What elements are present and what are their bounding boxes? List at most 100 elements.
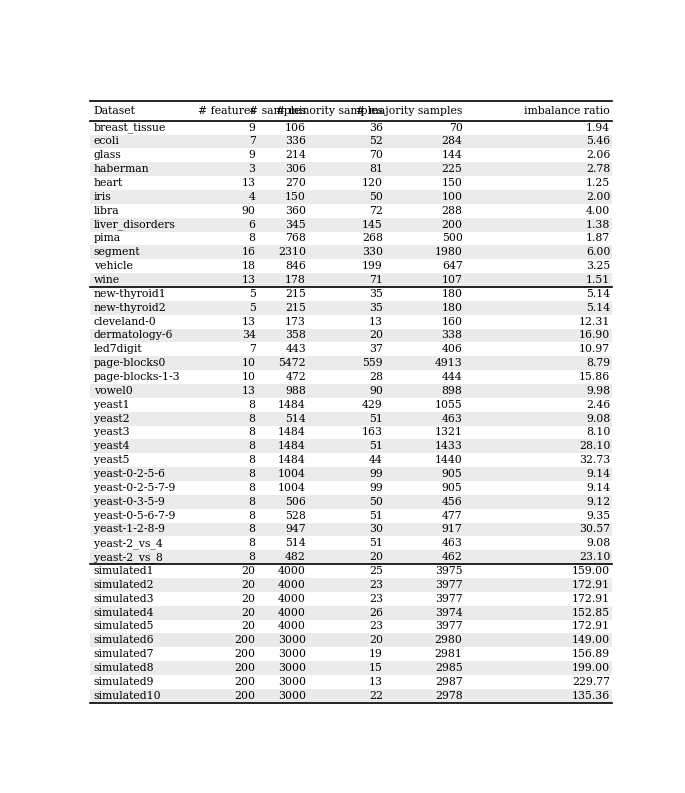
Text: 10.97: 10.97 <box>579 344 610 354</box>
Text: simulated1: simulated1 <box>94 566 154 576</box>
Text: 152.85: 152.85 <box>572 607 610 618</box>
Text: 51: 51 <box>369 511 383 521</box>
Text: 2.78: 2.78 <box>586 164 610 174</box>
Bar <box>90 412 612 426</box>
Text: simulated8: simulated8 <box>94 663 154 673</box>
Text: ecoli: ecoli <box>94 136 119 147</box>
Text: 12.31: 12.31 <box>579 316 610 327</box>
Text: 26: 26 <box>369 607 383 618</box>
Text: 2.06: 2.06 <box>586 151 610 160</box>
Text: 1004: 1004 <box>278 483 306 493</box>
Text: 6: 6 <box>249 220 256 230</box>
Text: 1433: 1433 <box>435 442 462 451</box>
Text: heart: heart <box>94 178 123 188</box>
Text: 8: 8 <box>249 233 256 243</box>
Bar <box>90 301 612 315</box>
Text: 8: 8 <box>249 496 256 507</box>
Text: 463: 463 <box>442 414 462 423</box>
Text: 20: 20 <box>369 635 383 646</box>
Text: simulated2: simulated2 <box>94 580 154 590</box>
Bar <box>90 148 612 163</box>
Text: 51: 51 <box>369 442 383 451</box>
Text: 506: 506 <box>285 496 306 507</box>
Bar <box>90 564 612 578</box>
Text: 472: 472 <box>285 372 306 382</box>
Text: 8: 8 <box>249 469 256 479</box>
Bar <box>90 121 612 135</box>
Text: 3977: 3977 <box>435 594 462 603</box>
Text: 2.00: 2.00 <box>586 192 610 202</box>
Text: 2978: 2978 <box>435 691 462 701</box>
Text: 9.08: 9.08 <box>586 538 610 548</box>
Text: 8: 8 <box>249 511 256 521</box>
Text: 4000: 4000 <box>278 566 306 576</box>
Text: 528: 528 <box>285 511 306 521</box>
Text: 4000: 4000 <box>278 594 306 603</box>
Text: simulated3: simulated3 <box>94 594 154 603</box>
Text: 8.79: 8.79 <box>586 358 610 368</box>
Text: simulated4: simulated4 <box>94 607 154 618</box>
Text: 360: 360 <box>285 205 306 216</box>
Text: 4000: 4000 <box>278 607 306 618</box>
Text: 215: 215 <box>285 303 306 312</box>
Text: 1484: 1484 <box>278 455 306 465</box>
Text: # minority samples: # minority samples <box>276 106 383 116</box>
Text: 3974: 3974 <box>435 607 462 618</box>
Text: 1.51: 1.51 <box>586 275 610 285</box>
Text: 173: 173 <box>285 316 306 327</box>
Text: 1440: 1440 <box>435 455 462 465</box>
Bar <box>90 190 612 204</box>
Text: 8: 8 <box>249 538 256 548</box>
Text: 15.86: 15.86 <box>579 372 610 382</box>
Text: 99: 99 <box>369 469 383 479</box>
Bar <box>90 606 612 619</box>
Text: 500: 500 <box>442 233 462 243</box>
Bar <box>90 315 612 328</box>
Text: 20: 20 <box>369 331 383 340</box>
Text: yeast3: yeast3 <box>94 427 129 438</box>
Text: yeast-0-3-5-9: yeast-0-3-5-9 <box>94 496 164 507</box>
Text: 200: 200 <box>234 663 256 673</box>
Text: 156.89: 156.89 <box>572 649 610 659</box>
Text: cleveland-0: cleveland-0 <box>94 316 156 327</box>
Text: 1980: 1980 <box>435 247 462 257</box>
Text: 13: 13 <box>242 386 256 396</box>
Text: 477: 477 <box>442 511 462 521</box>
Text: 9.12: 9.12 <box>586 496 610 507</box>
Text: 8: 8 <box>249 427 256 438</box>
Text: 52: 52 <box>369 136 383 147</box>
Text: 145: 145 <box>362 220 383 230</box>
Text: 7: 7 <box>249 136 256 147</box>
Text: vowel0: vowel0 <box>94 386 132 396</box>
Text: 443: 443 <box>285 344 306 354</box>
Text: 81: 81 <box>369 164 383 174</box>
Text: yeast2: yeast2 <box>94 414 129 423</box>
Text: segment: segment <box>94 247 140 257</box>
Bar <box>90 439 612 454</box>
Text: 37: 37 <box>369 344 383 354</box>
Bar <box>90 675 612 689</box>
Text: 3977: 3977 <box>435 580 462 590</box>
Text: 18: 18 <box>242 261 256 271</box>
Bar <box>90 467 612 481</box>
Text: 150: 150 <box>442 178 462 188</box>
Text: 20: 20 <box>242 622 256 631</box>
Text: led7digit: led7digit <box>94 344 142 354</box>
Text: 988: 988 <box>285 386 306 396</box>
Text: 30: 30 <box>369 524 383 534</box>
Text: 35: 35 <box>369 289 383 299</box>
Text: 215: 215 <box>285 289 306 299</box>
Text: 463: 463 <box>442 538 462 548</box>
Text: 5472: 5472 <box>278 358 306 368</box>
Text: 2310: 2310 <box>278 247 306 257</box>
Text: yeast1: yeast1 <box>94 400 129 410</box>
Text: # features: # features <box>198 106 256 116</box>
Text: page-blocks-1-3: page-blocks-1-3 <box>94 372 180 382</box>
Text: 229.77: 229.77 <box>572 677 610 687</box>
Text: 72: 72 <box>369 205 383 216</box>
Text: 4.00: 4.00 <box>586 205 610 216</box>
Text: yeast-2_vs_8: yeast-2_vs_8 <box>94 552 162 562</box>
Text: 20: 20 <box>369 552 383 562</box>
Bar <box>90 217 612 232</box>
Text: 9.08: 9.08 <box>586 414 610 423</box>
